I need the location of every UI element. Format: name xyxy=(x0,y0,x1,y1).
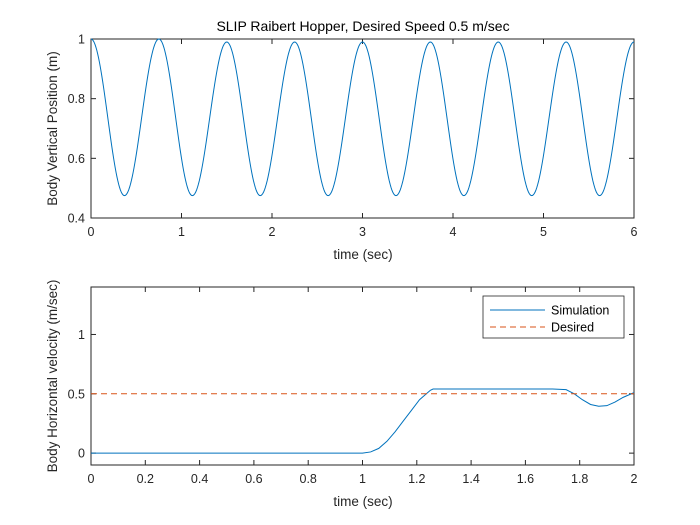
top-y-tick-label: 0.4 xyxy=(68,212,85,226)
bottom-axes-ticks: 0 0.2 0.4 0.6 0.8 1 1.2 1.4 1.6 1.8 2 0 0.5 1 xyxy=(68,287,638,486)
legend: Simulation Desired xyxy=(482,295,625,339)
legend-desired-label: Desired xyxy=(551,321,594,335)
top-x-tick-label: 6 xyxy=(631,225,638,239)
top-axes-box xyxy=(90,38,635,219)
top-y-axis-label: Body Vertical Position (m) xyxy=(45,51,60,206)
bottom-y-tick-label: 0 xyxy=(78,447,85,461)
top-chart-title: SLIP Raibert Hopper, Desired Speed 0.5 m… xyxy=(216,18,509,34)
top-x-tick-label: 3 xyxy=(359,225,366,239)
bottom-axes: 0 0.2 0.4 0.6 0.8 1 1.2 1.4 1.6 1.8 2 0 0.5 1 time (s… xyxy=(45,280,638,509)
bottom-x-tick-label: 1.6 xyxy=(517,472,534,486)
top-x-tick-label: 4 xyxy=(450,225,457,239)
bottom-y-tick-label: 1 xyxy=(78,328,85,342)
bottom-x-tick-label: 0.6 xyxy=(245,472,262,486)
bottom-series-simulation xyxy=(91,388,635,454)
top-x-tick-label: 2 xyxy=(269,225,276,239)
bottom-y-tick-label: 0.5 xyxy=(68,387,85,401)
top-x-tick-label: 0 xyxy=(88,225,95,239)
legend-simulation-label: Simulation xyxy=(551,304,609,318)
top-y-tick-label: 0.6 xyxy=(68,152,85,166)
bottom-x-tick-label: 1.8 xyxy=(571,472,588,486)
bottom-x-tick-label: 0 xyxy=(88,472,95,486)
top-x-tick-label: 5 xyxy=(540,225,547,239)
bottom-x-tick-label: 1.2 xyxy=(408,472,425,486)
bottom-x-tick-label: 0.4 xyxy=(191,472,208,486)
bottom-x-axis-label: time (sec) xyxy=(333,494,392,509)
top-y-tick-label: 0.8 xyxy=(68,92,85,106)
top-axes-ticks: 0 1 2 3 4 5 6 0.4 0.6 0.8 1 xyxy=(68,33,638,240)
top-x-tick-label: 1 xyxy=(178,225,185,239)
top-x-axis-label: time (sec) xyxy=(333,247,392,262)
bottom-y-axis-label: Body Horizontal velocity (m/sec) xyxy=(45,280,60,473)
top-series-body-vertical-position xyxy=(90,38,635,197)
bottom-x-tick-label: 1.4 xyxy=(462,472,479,486)
legend-box xyxy=(482,295,625,339)
top-y-tick-label: 1 xyxy=(78,33,85,47)
bottom-x-tick-label: 1 xyxy=(359,472,366,486)
bottom-x-tick-label: 0.8 xyxy=(300,472,317,486)
bottom-x-tick-label: 0.2 xyxy=(137,472,154,486)
bottom-axes-series xyxy=(91,388,635,454)
bottom-x-tick-label: 2 xyxy=(631,472,638,486)
top-axes: SLIP Raibert Hopper, Desired Speed 0.5 m… xyxy=(45,18,638,262)
top-axes-series xyxy=(90,38,635,197)
